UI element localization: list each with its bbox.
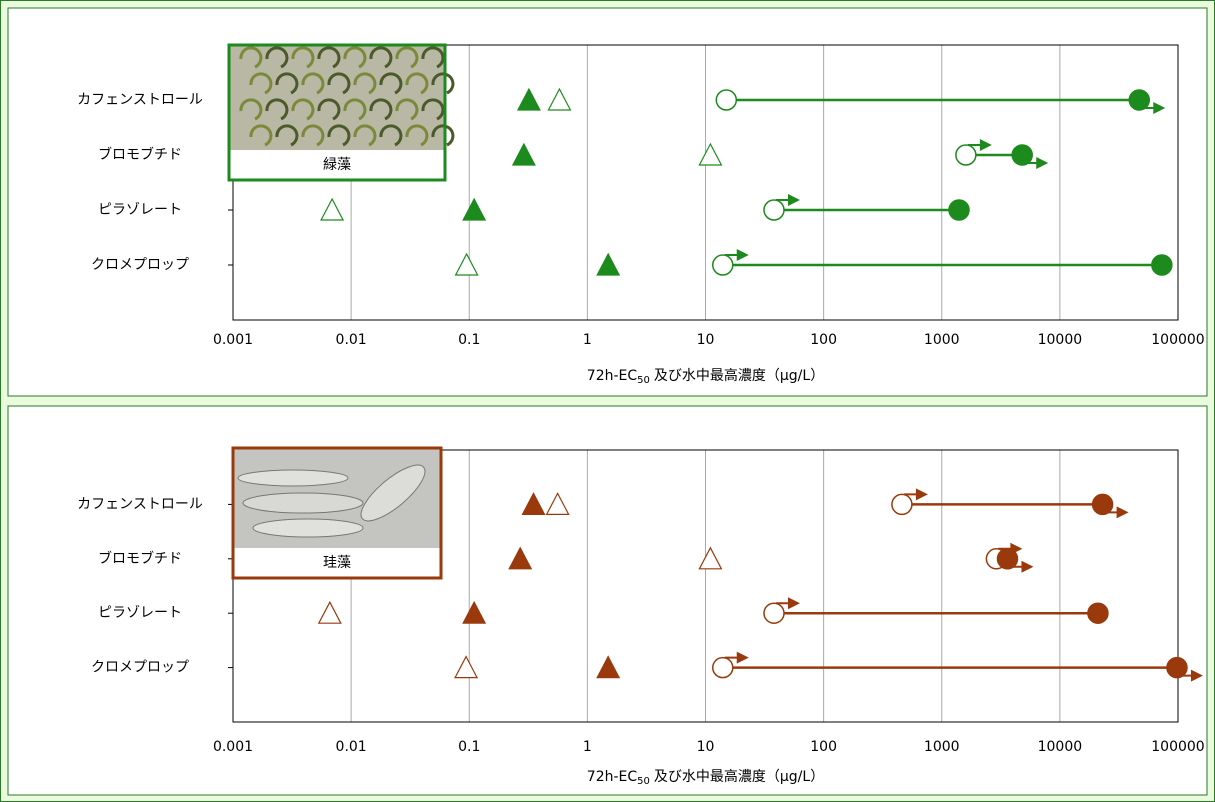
y-tick-label: クロメプロップ <box>91 660 189 676</box>
x-tick-label: 0.001 <box>213 332 253 348</box>
page: 0.0010.010.111010010001000010000072h-EC5… <box>0 0 1215 802</box>
x-tick-label: 10 <box>697 739 715 755</box>
circle-marker <box>1088 603 1108 623</box>
circle-marker <box>764 603 784 623</box>
y-tick-label: カフェンストロール <box>77 496 203 512</box>
x-tick-label: 100 <box>810 739 837 755</box>
circle-marker <box>713 658 733 678</box>
circle-marker <box>956 145 976 165</box>
circle-marker <box>716 90 736 110</box>
x-tick-label: 100 <box>810 332 837 348</box>
x-tick-label: 1000 <box>924 739 960 755</box>
y-tick-label: ピラゾレート <box>98 605 182 621</box>
x-axis-title-rest: 及び水中最高濃度（μg/L） <box>654 367 824 384</box>
x-axis-title-subscript: 50 <box>637 375 650 386</box>
x-tick-label: 0.001 <box>213 739 253 755</box>
circle-marker <box>764 200 784 220</box>
cell <box>243 493 363 513</box>
circle-marker <box>949 200 969 220</box>
x-tick-label: 100000 <box>1151 739 1204 755</box>
circle-marker <box>892 494 912 514</box>
x-tick-label: 0.01 <box>336 332 367 348</box>
x-axis-title-main: 72h-EC <box>587 769 638 785</box>
x-axis-title: 72h-EC50 及び水中最高濃度（μg/L） <box>587 367 824 386</box>
y-tick-label: ブロモブチド <box>98 550 182 567</box>
x-tick-label: 100000 <box>1151 332 1204 348</box>
y-tick-label: カフェンストロール <box>77 92 203 108</box>
x-tick-label: 1 <box>583 739 592 755</box>
x-axis-title: 72h-EC50 及び水中最高濃度（μg/L） <box>587 768 824 787</box>
circle-marker <box>713 255 733 275</box>
inset-photo: 緑藻 <box>229 45 453 180</box>
x-axis-title-rest: 及び水中最高濃度（μg/L） <box>654 768 824 785</box>
x-tick-label: 1 <box>583 332 592 348</box>
x-tick-label: 0.1 <box>458 332 480 348</box>
x-tick-label: 10000 <box>1038 739 1083 755</box>
y-tick-label: ブロモブチド <box>98 146 182 163</box>
inset-photo: 珪藻 <box>233 448 441 578</box>
inset-label: 珪藻 <box>323 555 351 571</box>
x-axis-title-main: 72h-EC <box>587 368 638 384</box>
y-tick-label: クロメプロップ <box>91 257 189 273</box>
inset-label: 緑藻 <box>323 157 351 173</box>
x-tick-label: 0.01 <box>336 739 367 755</box>
panel <box>8 8 1207 396</box>
cell <box>238 470 348 486</box>
x-tick-label: 10000 <box>1038 332 1083 348</box>
y-tick-label: ピラゾレート <box>98 202 182 218</box>
x-tick-label: 0.1 <box>458 739 480 755</box>
panel <box>8 406 1207 795</box>
cell <box>253 519 363 537</box>
x-axis-title-subscript: 50 <box>637 776 650 787</box>
circle-marker <box>1152 255 1172 275</box>
x-tick-label: 1000 <box>924 332 960 348</box>
x-tick-label: 10 <box>697 332 715 348</box>
